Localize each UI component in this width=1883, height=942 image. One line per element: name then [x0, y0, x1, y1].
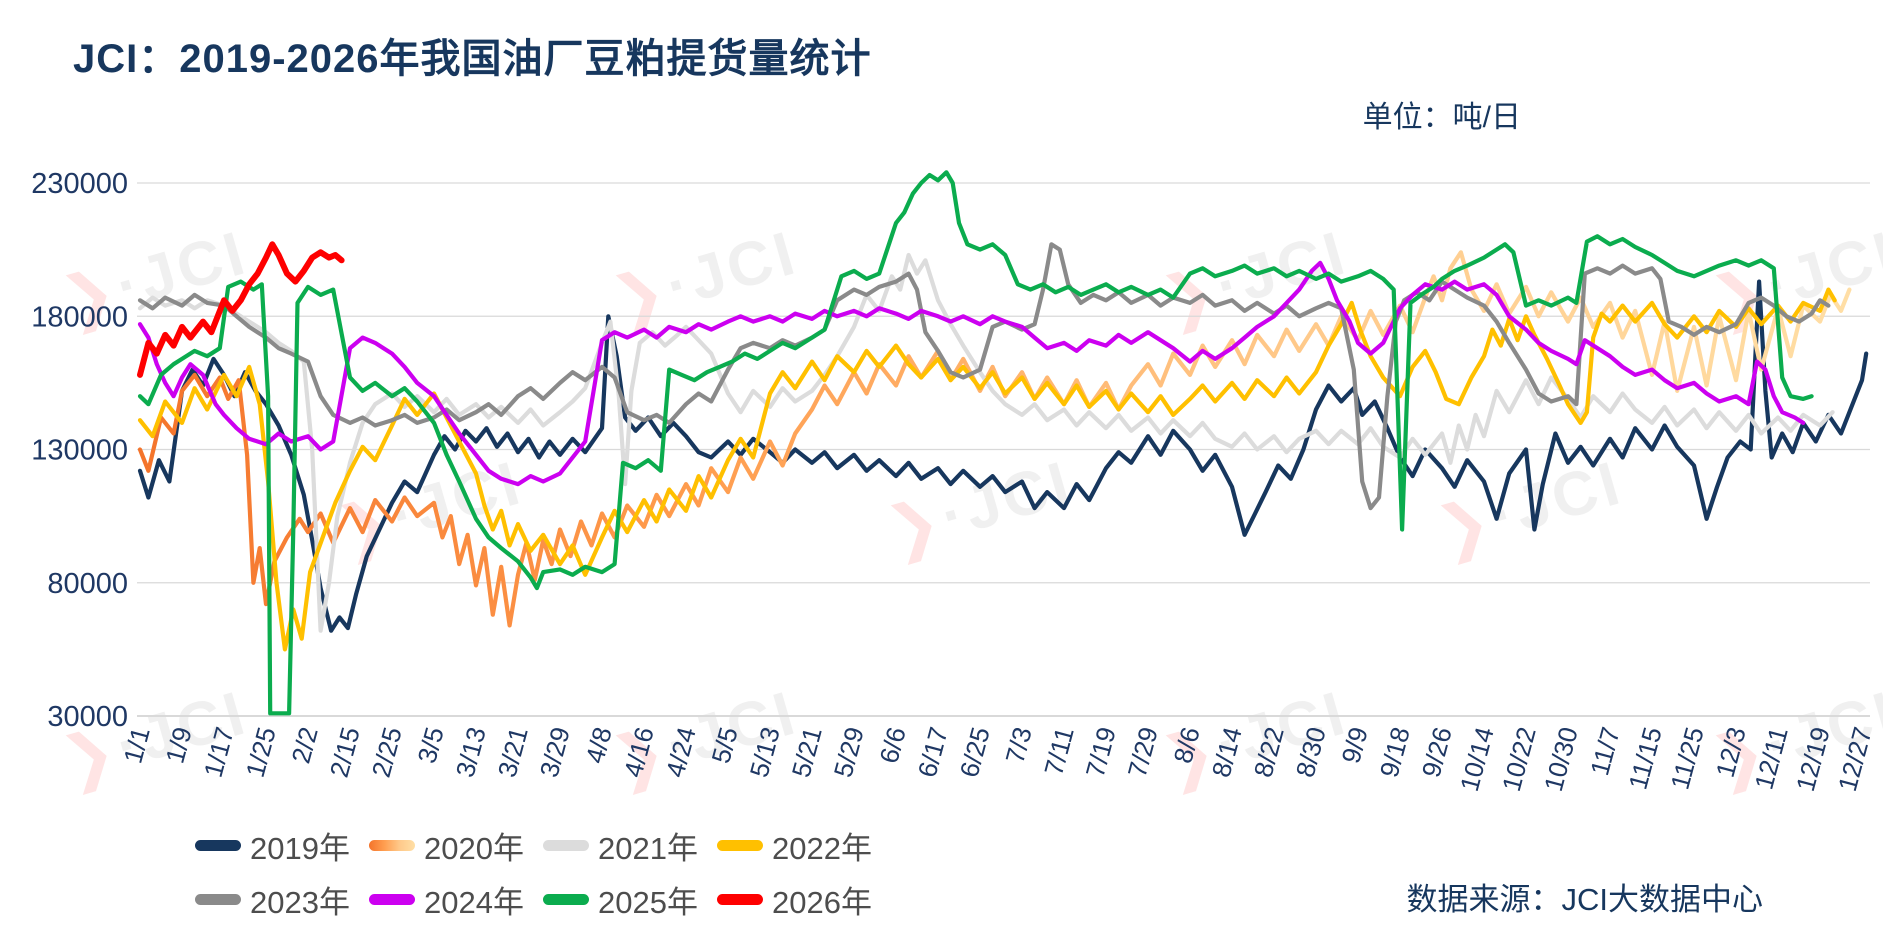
legend-swatch [195, 893, 241, 905]
unit-label: 单位：吨/日 [1362, 101, 1521, 134]
x-axis-tick-label: 12/27 [1832, 724, 1878, 795]
x-axis-tick-label: 10/14 [1454, 724, 1500, 795]
x-axis-tick-label: 5/21 [786, 724, 828, 781]
legend-label: 2021年 [598, 830, 698, 866]
x-axis-tick-label: 6/17 [912, 724, 954, 781]
x-axis-tick-label: 9/18 [1374, 724, 1416, 781]
x-axis-tick-label: 12/11 [1748, 724, 1793, 793]
legend-label: 2026年 [772, 884, 872, 920]
series-line-2021年 [137, 252, 1835, 633]
x-axis-tick-label: 7/19 [1080, 724, 1122, 781]
x-axis-tick-label: 11/25 [1664, 724, 1709, 793]
x-axis-tick-label: 8/14 [1206, 724, 1248, 781]
x-axis-tick-label: 8/22 [1248, 724, 1290, 781]
legend-item-2022年: 2022年 [717, 823, 872, 868]
x-axis-tick-label: 6/25 [954, 724, 996, 781]
x-axis-tick-label: 10/30 [1538, 724, 1584, 795]
x-axis-tick-label: 2/15 [324, 724, 366, 781]
x-axis-tick-label: 9/9 [1335, 724, 1373, 767]
legend-item-2023年: 2023年 [195, 877, 350, 922]
legend-label: 2020年 [424, 830, 524, 866]
y-axis-tick-label: 130000 [31, 435, 128, 467]
x-axis-tick-label: 9/26 [1416, 724, 1458, 781]
series-line-2025年 [137, 170, 1814, 716]
legend-label: 2024年 [424, 884, 524, 920]
legend-swatch [195, 839, 241, 851]
x-axis-tick-label: 4/24 [660, 724, 702, 781]
legend-item-2020年: 2020年 [369, 823, 524, 868]
x-axis-tick-label: 3/21 [492, 724, 534, 781]
x-axis-tick-label: 2/25 [366, 724, 408, 781]
legend-item-2025年: 2025年 [543, 877, 698, 922]
x-axis-tick-label: 7/3 [999, 724, 1037, 767]
legend-row-2: 2023年 2024年 2025年 2026年 [195, 872, 891, 926]
y-axis-tick-label: 30000 [47, 701, 128, 733]
legend-label: 2022年 [772, 830, 872, 866]
x-axis-tick-label: 1/17 [198, 724, 240, 781]
legend-label: 2023年 [250, 884, 350, 920]
x-axis-tick-label: 5/5 [705, 724, 743, 767]
legend-item-2021年: 2021年 [543, 823, 698, 868]
chart-legend: 2019年 2020年 2021年 2022年 2023年 2024年 2025年 2026… [195, 818, 891, 926]
legend-item-2026年: 2026年 [717, 877, 872, 922]
x-axis-tick-label: 6/6 [873, 724, 911, 767]
x-axis-tick-label: 7/29 [1122, 724, 1164, 781]
x-axis-tick-label: 10/22 [1496, 724, 1542, 795]
legend-swatch [369, 839, 415, 851]
y-axis-tick-label: 230000 [31, 168, 128, 200]
legend-label: 2019年 [250, 830, 350, 866]
legend-item-2024年: 2024年 [369, 877, 524, 922]
x-axis-tick-label: 7/11 [1038, 724, 1080, 779]
x-axis-tick-label: 1/25 [240, 724, 282, 781]
legend-swatch [717, 839, 763, 851]
series-line-2024年 [137, 260, 1806, 487]
x-axis-tick-label: 4/8 [579, 724, 617, 767]
data-source: 数据来源：JCI大数据中心 [1406, 882, 1764, 917]
page-title: JCI：2019-2026年我国油厂豆粕提货量统计 [73, 37, 872, 81]
x-axis-tick-label: 3/5 [411, 724, 449, 767]
x-axis-tick-label: 12/19 [1790, 724, 1836, 795]
legend-label: 2025年 [598, 884, 698, 920]
legend-swatch [543, 839, 589, 851]
x-axis-tick-label: 3/29 [534, 724, 576, 781]
y-axis-tick-label: 180000 [31, 301, 128, 333]
legend-item-2019年: 2019年 [195, 823, 350, 868]
x-axis-tick-label: 3/13 [450, 724, 492, 781]
x-axis-tick-label: 12/3 [1710, 724, 1752, 781]
series-line-2019年 [137, 279, 1869, 633]
legend-swatch [369, 893, 415, 905]
x-axis-tick-label: 4/16 [618, 724, 660, 781]
x-axis-tick-label: 8/30 [1290, 724, 1332, 781]
x-axis-tick-label: 1/9 [159, 724, 197, 767]
x-axis-tick-label: 8/6 [1167, 724, 1205, 767]
x-axis-tick-label: 11/7 [1584, 724, 1626, 779]
legend-row-1: 2019年 2020年 2021年 2022年 [195, 818, 891, 872]
legend-swatch [717, 893, 763, 905]
y-axis-tick-label: 80000 [47, 568, 128, 600]
x-axis-tick-label: 11/15 [1622, 724, 1667, 793]
x-axis-tick-label: 5/29 [828, 724, 870, 781]
x-axis-tick-label: 5/13 [744, 724, 786, 781]
series-line-2026年 [137, 241, 345, 378]
series-line-2020年 [137, 250, 1852, 628]
legend-swatch [543, 893, 589, 905]
x-axis-tick-label: 2/2 [285, 724, 323, 767]
